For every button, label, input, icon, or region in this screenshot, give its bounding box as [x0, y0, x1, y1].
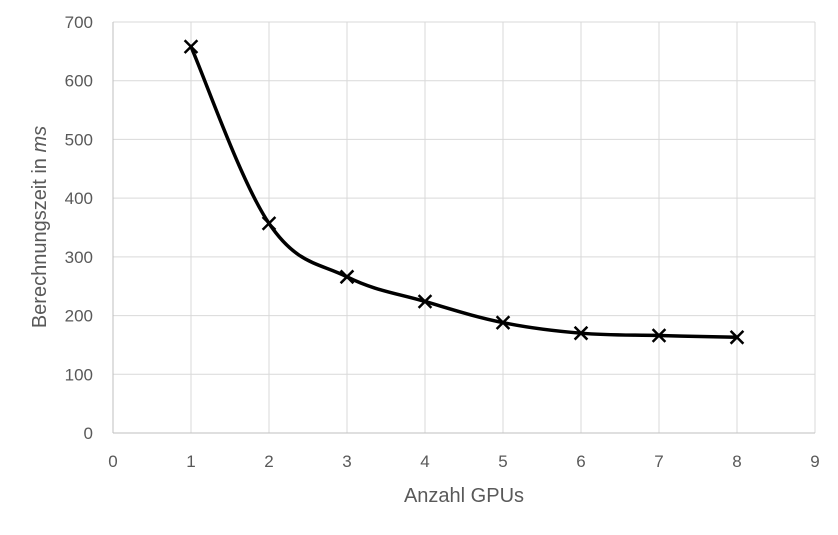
- data-point: [573, 325, 589, 341]
- x-tick-label: 5: [498, 452, 507, 471]
- marker-stroke: [183, 39, 199, 54]
- x-tick-label: 2: [264, 452, 273, 471]
- x-tick-label: 1: [186, 452, 195, 471]
- x-tick-label: 0: [108, 452, 117, 471]
- x-tick-label: 8: [732, 452, 741, 471]
- y-axis-title-text: Berechnungszeit in: [29, 153, 51, 329]
- series: [183, 39, 745, 345]
- y-tick-label: 700: [65, 13, 93, 32]
- axes: [112, 22, 815, 434]
- marker-stroke: [339, 269, 355, 285]
- y-tick-label: 300: [65, 248, 93, 267]
- x-tick-label: 9: [810, 452, 819, 471]
- series-line: [189, 45, 738, 340]
- y-tick-label: 500: [65, 130, 93, 149]
- marker-stroke: [651, 328, 667, 343]
- x-tick-label: 6: [576, 452, 585, 471]
- y-axis-title-unit: ms: [29, 126, 51, 153]
- x-tick-label: 4: [420, 452, 429, 471]
- marker-stroke: [417, 294, 433, 309]
- data-point: [651, 328, 667, 343]
- y-tick-label: 100: [65, 365, 93, 384]
- data-point: [417, 294, 433, 309]
- y-tick-label: 0: [84, 424, 93, 443]
- data-point: [183, 39, 199, 54]
- x-tick-label: 7: [654, 452, 663, 471]
- marker-stroke: [729, 330, 745, 345]
- tick-labels: 0 1 2 3 4 5 6 7 8 9 0 100 200 300 400 500 600 700: [65, 13, 820, 471]
- data-point: [495, 315, 511, 330]
- marker-stroke: [261, 216, 277, 231]
- y-tick-label: 400: [65, 189, 93, 208]
- marker-stroke: [495, 315, 511, 330]
- y-tick-label: 200: [65, 307, 93, 326]
- marker-stroke: [573, 325, 589, 341]
- grid: [113, 21, 816, 433]
- data-point: [729, 330, 745, 345]
- data-point: [261, 216, 277, 231]
- data-point: [339, 269, 355, 285]
- x-axis-title: Anzahl GPUs: [404, 485, 524, 507]
- x-tick-label: 3: [342, 452, 351, 471]
- y-tick-label: 600: [65, 72, 93, 91]
- y-axis-title: Berechnungszeit in ms: [29, 126, 51, 328]
